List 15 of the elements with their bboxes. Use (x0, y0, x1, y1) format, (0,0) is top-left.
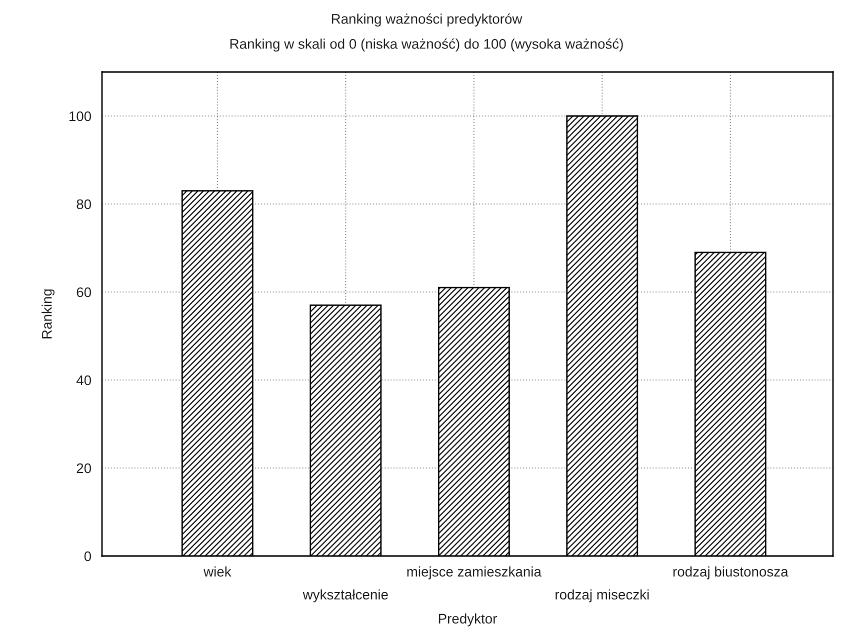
y-tick-label: 20 (76, 463, 92, 474)
x-tick-label: miejsce zamieszkania (407, 566, 542, 580)
chart-title: Ranking ważności predyktorów (332, 13, 522, 27)
x-tick-label: wykształcenie (302, 589, 388, 602)
y-axis-title: Ranking (42, 289, 55, 338)
chart-subtitle: Ranking w skali od 0 (niska ważność) do 100 (wysoka ważność) (230, 38, 623, 52)
y-tick-label: 0 (84, 551, 92, 562)
y-tick-label: 80 (76, 199, 92, 210)
y-tick-label: 40 (76, 375, 92, 386)
x-tick-label: rodzaj biustonosza (673, 566, 788, 580)
y-tick-label: 60 (76, 287, 92, 298)
x-axis-title: Predyktor (438, 613, 497, 626)
x-tick-label: rodzaj miseczki (556, 589, 649, 602)
x-tick-label: wiek (204, 566, 232, 577)
y-tick-label: 100 (69, 111, 92, 122)
